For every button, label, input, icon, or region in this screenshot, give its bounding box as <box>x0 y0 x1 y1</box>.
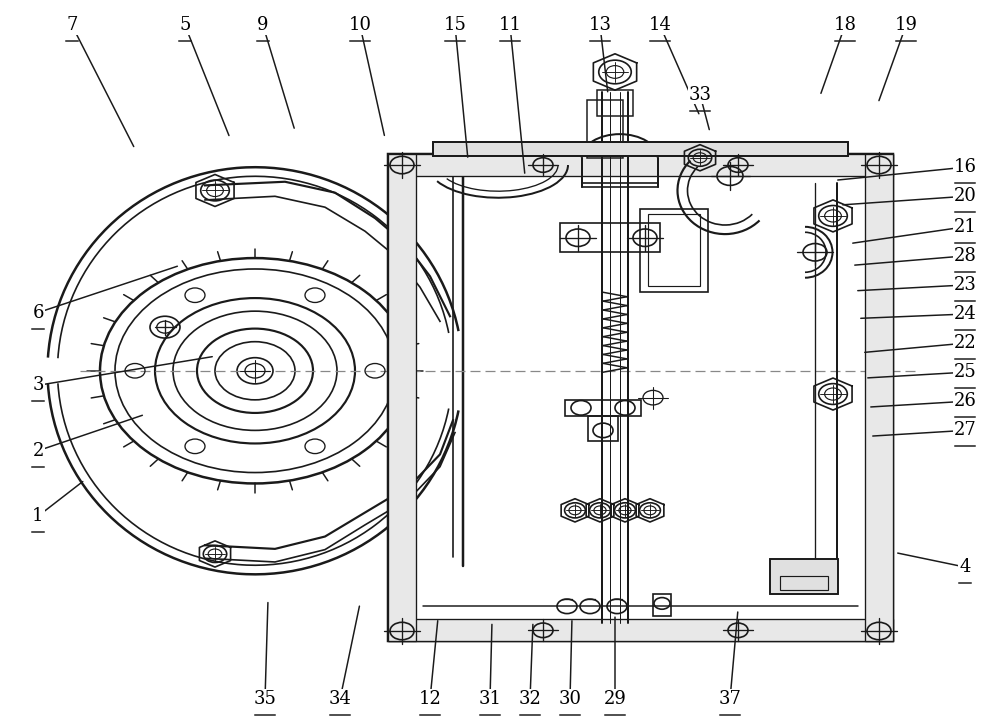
Text: 37: 37 <box>719 691 741 708</box>
Text: 10: 10 <box>349 17 372 34</box>
Bar <box>396 160 885 635</box>
Bar <box>588 416 618 441</box>
Text: 3: 3 <box>32 377 44 394</box>
Text: 9: 9 <box>257 17 269 34</box>
Text: 23: 23 <box>954 276 976 294</box>
Bar <box>388 154 893 176</box>
Bar <box>597 90 633 116</box>
Bar <box>433 142 848 156</box>
Text: 4: 4 <box>959 558 971 576</box>
Bar <box>865 154 893 641</box>
Text: 18: 18 <box>834 17 856 34</box>
Text: 22: 22 <box>954 334 976 352</box>
Bar <box>565 400 641 416</box>
Bar <box>770 559 838 594</box>
Text: 30: 30 <box>558 691 582 708</box>
Text: 28: 28 <box>954 247 976 265</box>
Text: 26: 26 <box>954 393 976 410</box>
Text: 14: 14 <box>649 17 671 34</box>
Text: 20: 20 <box>954 188 976 205</box>
Text: 6: 6 <box>32 304 44 321</box>
Text: 24: 24 <box>954 305 976 323</box>
Bar <box>560 223 660 252</box>
Bar <box>388 154 893 641</box>
Bar <box>433 142 848 156</box>
Text: 12: 12 <box>419 691 441 708</box>
Text: 32: 32 <box>519 691 541 708</box>
Text: 5: 5 <box>179 17 191 34</box>
Bar <box>582 183 658 187</box>
Text: 13: 13 <box>588 17 612 34</box>
Text: 27: 27 <box>954 422 976 439</box>
Text: 34: 34 <box>329 691 351 708</box>
Text: 25: 25 <box>954 364 976 381</box>
Text: 15: 15 <box>444 17 466 34</box>
Bar <box>770 559 838 594</box>
Text: 31: 31 <box>479 691 502 708</box>
Bar <box>648 214 700 286</box>
Text: 1: 1 <box>32 507 44 525</box>
Bar <box>388 619 893 641</box>
Text: 21: 21 <box>954 218 976 236</box>
Text: 7: 7 <box>66 17 78 34</box>
Text: 29: 29 <box>604 691 626 708</box>
Text: 16: 16 <box>954 158 976 176</box>
Bar <box>640 209 708 292</box>
Bar <box>780 576 828 590</box>
Bar <box>388 154 416 641</box>
Bar <box>653 594 671 616</box>
Text: 19: 19 <box>895 17 918 34</box>
Text: 2: 2 <box>32 442 44 459</box>
Text: 11: 11 <box>498 17 522 34</box>
Text: 35: 35 <box>254 691 276 708</box>
Bar <box>587 100 623 158</box>
Text: 33: 33 <box>688 86 712 103</box>
